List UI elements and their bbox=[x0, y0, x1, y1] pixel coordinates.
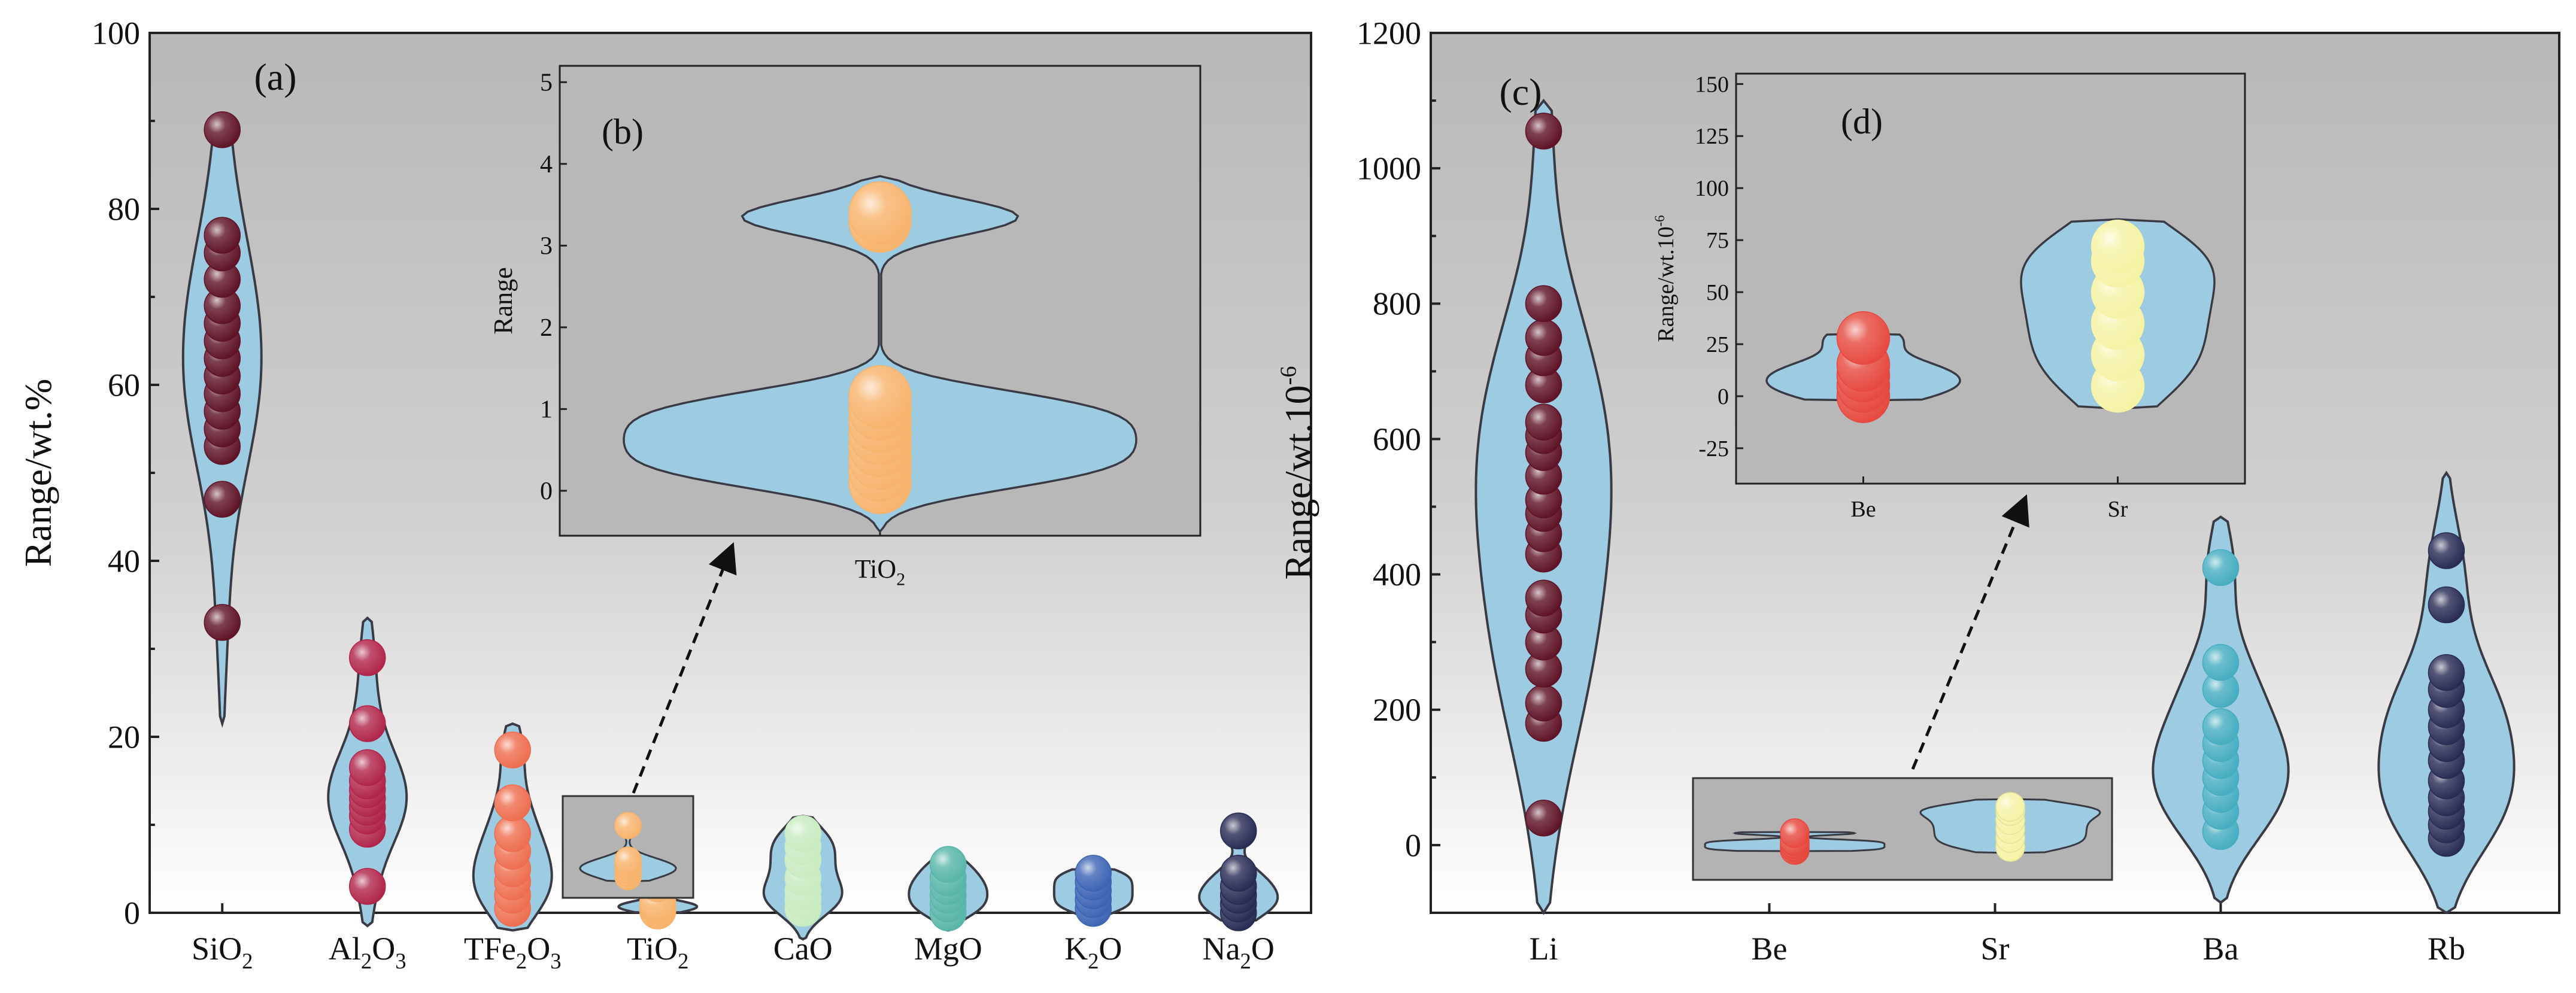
y-tick-label: 100 bbox=[92, 15, 140, 51]
y-tick-label: 50 bbox=[1706, 280, 1729, 305]
data-point-Li bbox=[1525, 579, 1562, 617]
y-tick-label: -25 bbox=[1698, 436, 1729, 461]
panel-label: (b) bbox=[602, 112, 644, 151]
y-tick-label: 1000 bbox=[1357, 151, 1421, 187]
y-tick-label: 125 bbox=[1695, 124, 1729, 149]
y-tick-label: 200 bbox=[1373, 692, 1421, 728]
violin-TiO2 bbox=[623, 175, 1137, 534]
data-point-Li bbox=[1525, 684, 1562, 722]
data-point-Sr-mini bbox=[1995, 792, 2025, 822]
data-point-Al2O3 bbox=[349, 639, 386, 676]
y-tick-label: 400 bbox=[1373, 557, 1421, 593]
data-point-TiO2-mini bbox=[614, 846, 642, 874]
panel-b-inset: 0 1 2 3 4 5 TiO2 Range (b) bbox=[489, 65, 1201, 589]
y-tick-label: 150 bbox=[1695, 72, 1729, 97]
y-tick-label: 80 bbox=[108, 191, 140, 227]
x-tick-label-Ba: Ba bbox=[2203, 931, 2239, 967]
data-point-SiO2 bbox=[204, 481, 241, 518]
y-axis-label: Range/wt.10-6 bbox=[1652, 215, 1679, 342]
y-tick-label: 4 bbox=[540, 151, 553, 178]
panel-label: (d) bbox=[1841, 102, 1883, 141]
data-point-Rb bbox=[2428, 586, 2465, 624]
x-tick-label-TiO2: TiO2 bbox=[855, 554, 905, 589]
data-point-Li bbox=[1525, 113, 1562, 150]
data-point-Al2O3 bbox=[349, 868, 386, 905]
y-tick-label: 5 bbox=[540, 69, 553, 97]
x-tick-label-Na2O: Na2O bbox=[1203, 931, 1275, 973]
data-point-Al2O3 bbox=[349, 705, 386, 742]
data-point-Li bbox=[1525, 285, 1562, 323]
data-point-Ba bbox=[2202, 708, 2240, 745]
y-tick-label: 0 bbox=[540, 478, 553, 505]
data-point-TiO2 bbox=[848, 181, 912, 245]
data-point-MgO bbox=[930, 846, 967, 883]
data-point-CaO bbox=[784, 815, 821, 852]
data-point-Na2O bbox=[1220, 812, 1257, 850]
y-tick-label: 40 bbox=[108, 543, 140, 579]
data-point-K2O bbox=[1075, 855, 1112, 892]
data-point-Li bbox=[1525, 403, 1562, 441]
x-tick-label-Sr: Sr bbox=[2108, 497, 2128, 522]
y-axis-label: Range bbox=[489, 267, 518, 334]
x-tick-label-SiO2: SiO2 bbox=[192, 931, 253, 973]
data-point-Be bbox=[1836, 311, 1891, 365]
data-point-TFe2O3 bbox=[494, 731, 531, 769]
data-point-Rb bbox=[2428, 532, 2465, 569]
y-tick-label: 0 bbox=[124, 895, 140, 931]
y-tick-label: 1200 bbox=[1357, 15, 1421, 51]
x-tick-label-K2O: K2O bbox=[1064, 931, 1122, 973]
y-tick-label: 100 bbox=[1695, 176, 1729, 201]
data-point-Sr bbox=[2090, 219, 2145, 274]
y-axis-label: Range/wt.% bbox=[17, 379, 59, 567]
data-point-Li bbox=[1525, 319, 1562, 356]
x-tick-label-Al2O3: Al2O3 bbox=[329, 931, 406, 973]
data-point-Li bbox=[1525, 799, 1562, 837]
x-tick-label-Be: Be bbox=[1752, 931, 1788, 967]
y-tick-label: 1 bbox=[540, 396, 553, 424]
y-tick-label: 2 bbox=[540, 314, 553, 342]
data-point-TiO2-mini bbox=[614, 812, 642, 839]
data-point-SiO2 bbox=[204, 111, 241, 148]
arrow-to-inset-d bbox=[1911, 494, 2029, 770]
y-tick-label: 0 bbox=[1718, 384, 1729, 409]
panel-label: (a) bbox=[254, 56, 296, 98]
data-point-Rb bbox=[2428, 654, 2465, 691]
x-tick-label-MgO: MgO bbox=[914, 931, 982, 967]
x-tick-label-TFe2O3: TFe2O3 bbox=[464, 931, 562, 973]
y-tick-label: 800 bbox=[1373, 286, 1421, 322]
x-tick-label-Sr: Sr bbox=[1980, 931, 2009, 967]
y-tick-label: 600 bbox=[1373, 421, 1421, 457]
y-tick-label: 20 bbox=[108, 719, 140, 755]
annotations bbox=[632, 494, 2029, 794]
data-point-Ba bbox=[2202, 549, 2240, 587]
data-point-Be-mini bbox=[1780, 818, 1810, 848]
data-point-SiO2 bbox=[204, 604, 241, 641]
y-tick-label: 3 bbox=[540, 233, 553, 260]
data-point-Al2O3 bbox=[349, 749, 386, 786]
x-tick-label-Li: Li bbox=[1530, 931, 1558, 967]
x-tick-label-Be: Be bbox=[1850, 497, 1876, 522]
panel-d-inset: -25 0 25 50 75 100 125 150 Be Sr Range/wt.10-6 (d) bbox=[1652, 72, 2246, 522]
arrow-to-inset-b bbox=[632, 542, 737, 794]
data-point-TiO2 bbox=[848, 365, 912, 429]
y-tick-label: 0 bbox=[1405, 827, 1421, 863]
y-tick-label: 75 bbox=[1706, 228, 1729, 253]
data-point-Ba bbox=[2202, 643, 2240, 681]
x-tick-label-TiO2: TiO2 bbox=[627, 931, 688, 973]
data-point-SiO2 bbox=[204, 217, 241, 254]
y-tick-label: 25 bbox=[1706, 332, 1729, 357]
data-point-Na2O bbox=[1220, 855, 1257, 892]
x-tick-label-Rb: Rb bbox=[2428, 931, 2465, 967]
panel-label: (c) bbox=[1499, 71, 1542, 113]
y-tick-label: 60 bbox=[108, 367, 140, 403]
y-axis-label: Range/wt.10-6 bbox=[1276, 366, 1319, 579]
data-point-TFe2O3 bbox=[494, 784, 531, 821]
